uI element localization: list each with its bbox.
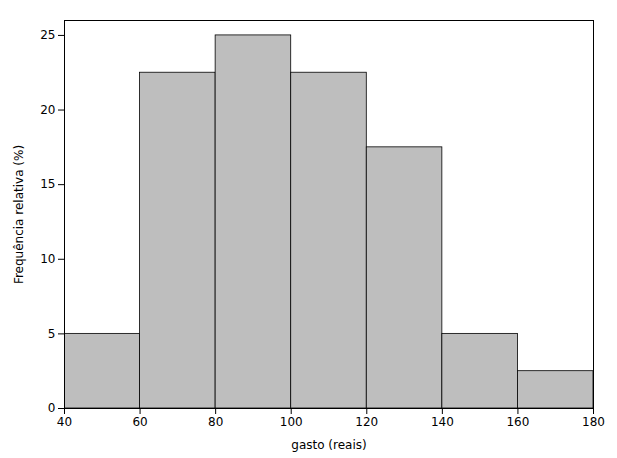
svg-text:10: 10	[40, 252, 55, 266]
svg-text:0: 0	[48, 401, 56, 415]
svg-text:5: 5	[48, 327, 56, 341]
svg-text:40: 40	[57, 415, 72, 429]
svg-text:80: 80	[208, 415, 223, 429]
svg-text:15: 15	[40, 177, 55, 191]
svg-text:140: 140	[431, 415, 454, 429]
svg-text:160: 160	[506, 415, 529, 429]
svg-text:20: 20	[40, 103, 55, 117]
svg-text:120: 120	[355, 415, 378, 429]
svg-text:180: 180	[582, 415, 605, 429]
svg-text:gasto (reais): gasto (reais)	[291, 438, 366, 452]
svg-text:25: 25	[40, 28, 55, 42]
svg-text:100: 100	[280, 415, 303, 429]
svg-text:Frequência relativa (%): Frequência relativa (%)	[12, 145, 26, 284]
svg-text:60: 60	[132, 415, 147, 429]
